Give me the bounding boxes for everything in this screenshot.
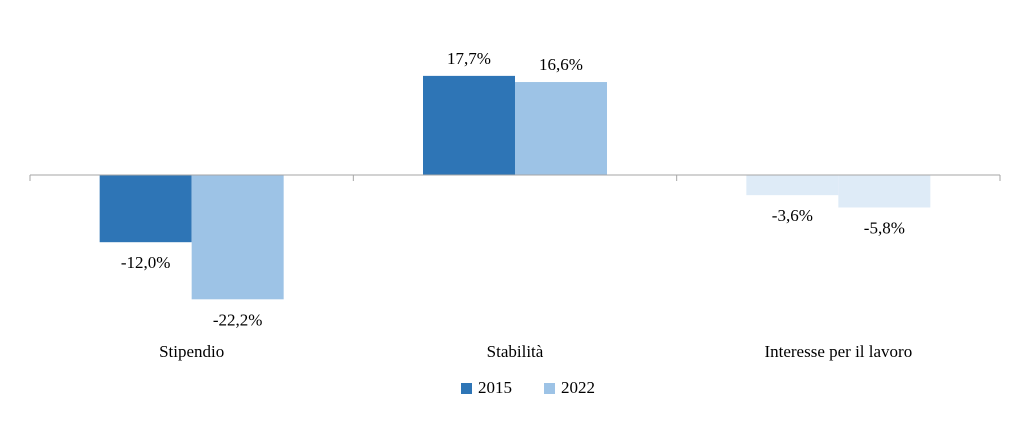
bar-interesse-per-il-lavoro-2015 xyxy=(746,175,839,196)
bar-stipendio-2022 xyxy=(191,175,284,300)
legend-label-2015: 2015 xyxy=(478,378,512,397)
data-label-stipendio-2022: -22,2% xyxy=(213,310,263,329)
bar-stabilita-2022 xyxy=(515,82,607,175)
category-labels-group: Stipendio Stabilità Interesse per il lavor… xyxy=(159,342,912,361)
data-label-interesse-per-il-lavoro-2015: -3,6% xyxy=(772,206,813,225)
category-label-interesse-per-il-lavoro: Interesse per il lavoro xyxy=(764,342,912,361)
legend: 2015 2022 xyxy=(461,378,595,397)
bars-group xyxy=(99,75,931,300)
data-label-stipendio-2015: -12,0% xyxy=(121,253,171,272)
legend-label-2022: 2022 xyxy=(561,378,595,397)
category-label-stipendio: Stipendio xyxy=(159,342,224,361)
legend-swatch-2022 xyxy=(544,383,555,394)
legend-swatch-2015 xyxy=(461,383,472,394)
data-labels-group: -12,0% -22,2% 17,7% 16,6% -3,6% -5,8% xyxy=(121,49,905,329)
axis-ticks xyxy=(29,175,1001,181)
data-label-stabilita-2015: 17,7% xyxy=(447,49,491,68)
bar-stabilita-2015 xyxy=(423,75,515,175)
bar-interesse-per-il-lavoro-2022 xyxy=(838,175,931,208)
bar-stipendio-2015 xyxy=(99,175,192,243)
category-label-stabilita: Stabilità xyxy=(487,342,544,361)
data-label-interesse-per-il-lavoro-2022: -5,8% xyxy=(864,218,905,237)
data-label-stabilita-2022: 16,6% xyxy=(539,55,583,74)
